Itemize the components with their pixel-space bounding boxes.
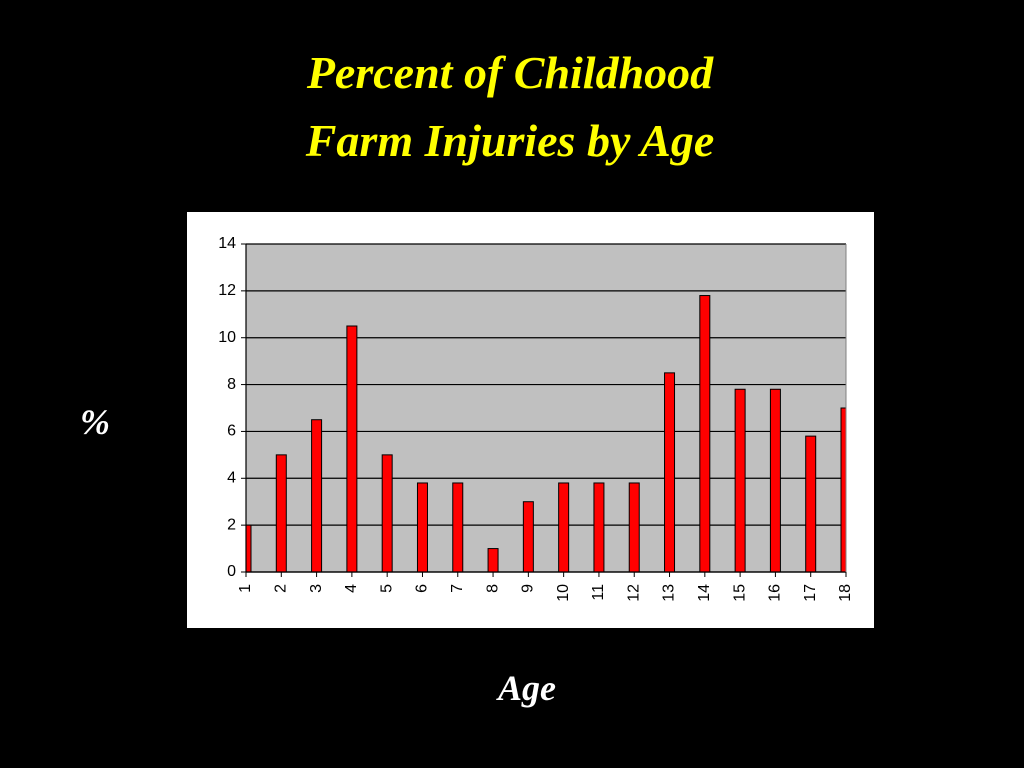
x-tick-label: 14 bbox=[696, 584, 713, 602]
bar bbox=[699, 295, 711, 572]
bar bbox=[664, 372, 676, 572]
bar bbox=[558, 482, 570, 572]
bar bbox=[522, 501, 534, 572]
bar bbox=[275, 454, 287, 572]
y-tick-label: 14 bbox=[218, 235, 236, 252]
bar bbox=[452, 482, 464, 572]
x-tick-label: 7 bbox=[449, 584, 466, 593]
x-tick-label: 9 bbox=[520, 584, 537, 593]
bar bbox=[487, 548, 499, 572]
bar bbox=[593, 482, 605, 572]
x-tick-label: 8 bbox=[484, 584, 501, 593]
bar bbox=[769, 388, 781, 572]
x-tick-label: 11 bbox=[590, 584, 607, 601]
x-tick-label: 2 bbox=[273, 584, 290, 593]
y-tick-label: 4 bbox=[227, 470, 236, 487]
x-tick-label: 4 bbox=[343, 584, 360, 593]
chart-title: Farm Injuries by Age bbox=[305, 115, 715, 166]
y-tick-label: 0 bbox=[227, 563, 236, 580]
x-tick-label: 15 bbox=[731, 584, 748, 602]
bar bbox=[311, 419, 323, 572]
x-tick-label: 5 bbox=[378, 584, 395, 593]
x-tick-label: 10 bbox=[555, 584, 572, 602]
bar bbox=[346, 325, 358, 572]
x-tick-label: 16 bbox=[767, 584, 784, 602]
bars bbox=[246, 295, 846, 572]
bar bbox=[381, 454, 393, 572]
x-tick-label: 13 bbox=[661, 584, 678, 602]
bar bbox=[805, 435, 817, 572]
grid bbox=[246, 243, 846, 573]
bar bbox=[246, 524, 252, 572]
x-tick-label: 3 bbox=[308, 584, 325, 593]
x-tick-label: 12 bbox=[625, 584, 642, 602]
bar bbox=[416, 482, 428, 572]
y-tick-label: 12 bbox=[218, 282, 236, 299]
x-tick-label: 17 bbox=[802, 584, 819, 602]
y-axis-title: % bbox=[80, 402, 110, 442]
plot-area bbox=[246, 244, 846, 572]
bar bbox=[734, 388, 746, 572]
y-tick-label: 10 bbox=[218, 329, 236, 346]
y-tick-label: 6 bbox=[227, 423, 236, 440]
x-tick-label: 18 bbox=[837, 584, 854, 602]
y-tick-label: 2 bbox=[227, 516, 236, 533]
x-tick-label: 1 bbox=[237, 584, 254, 593]
x-axis-title: Age bbox=[496, 668, 556, 708]
x-tick-label: 6 bbox=[414, 584, 431, 593]
bar bbox=[840, 407, 846, 572]
y-tick-label: 8 bbox=[227, 376, 236, 393]
chart-title: Percent of Childhood bbox=[306, 47, 714, 98]
bar bbox=[628, 482, 640, 572]
